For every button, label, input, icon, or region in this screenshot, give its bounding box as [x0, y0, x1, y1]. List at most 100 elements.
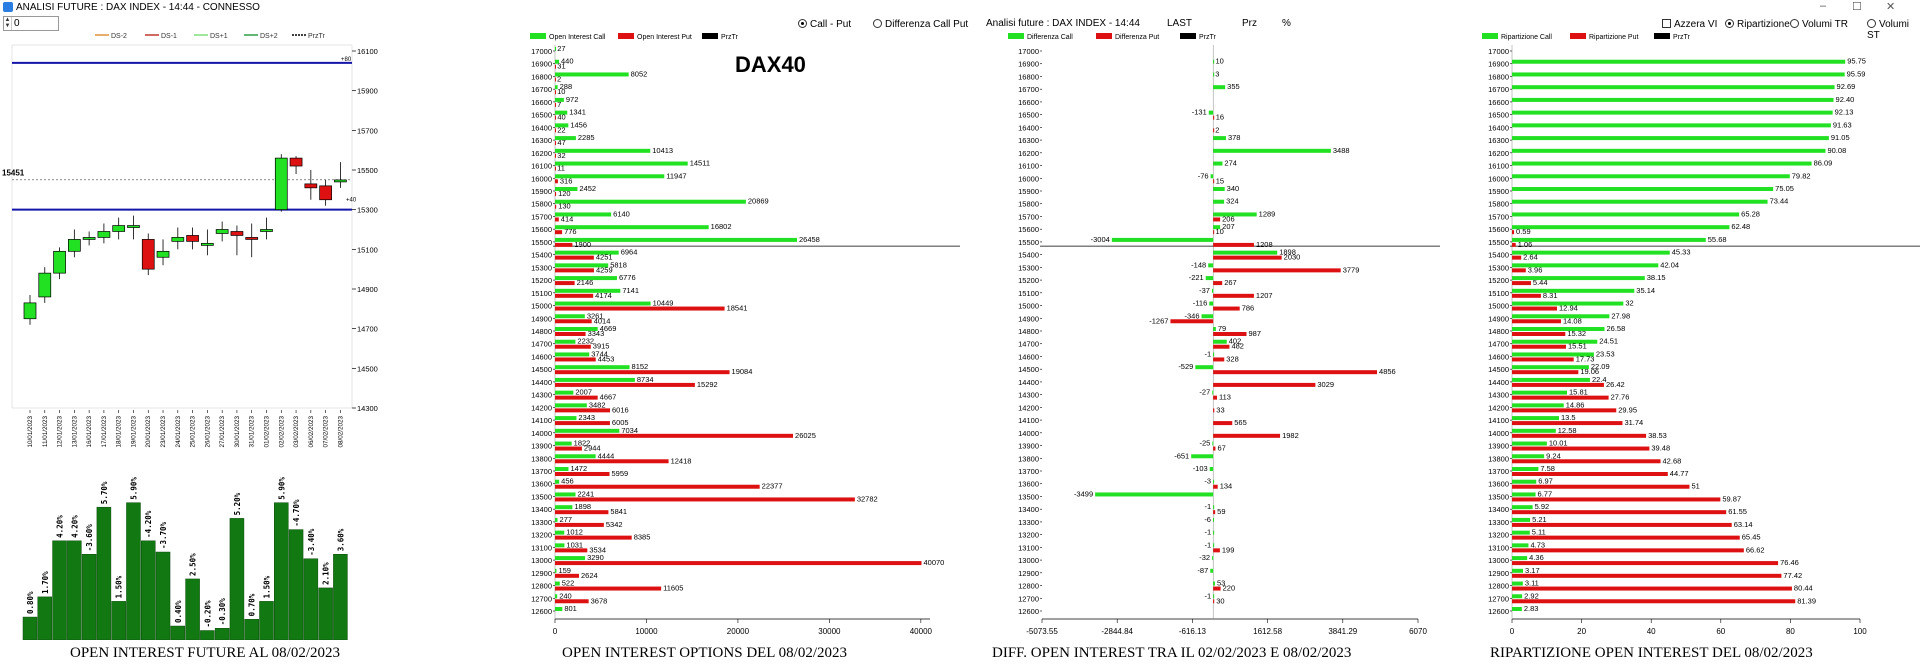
bar-label: 2232 [577, 337, 594, 346]
candle-body [97, 231, 111, 238]
bar-put [555, 115, 556, 120]
strike-label: 13300 [1018, 518, 1039, 527]
bar-call [555, 530, 565, 535]
radio-volumi-tr[interactable]: Volumi TR [1790, 19, 1848, 30]
oi-bar-label: -4.20% [144, 510, 153, 538]
bar-call [555, 161, 688, 166]
bar-call [555, 428, 620, 433]
bar-label: 972 [566, 95, 579, 104]
strike-label: 13100 [1488, 543, 1509, 552]
candle-body [112, 225, 126, 232]
radio-volumi-st[interactable]: Volumi ST [1867, 19, 1920, 41]
bar-call [555, 174, 665, 179]
strike-label: 13500 [531, 492, 552, 501]
maximize-button[interactable]: ☐ [1852, 1, 1862, 13]
bar-label: 4259 [596, 265, 613, 274]
minimize-button[interactable]: – [1820, 0, 1827, 12]
bar-label: 23.53 [1596, 349, 1615, 358]
strike-label: 16700 [1488, 85, 1509, 94]
bar-put [1512, 510, 1727, 515]
oi-bar-label: -3.60% [85, 524, 94, 552]
oi-bar [274, 502, 289, 640]
strike-label: 15800 [531, 200, 552, 209]
bar-call [1512, 301, 1624, 306]
bar-label: -37 [1199, 286, 1210, 295]
radio-diff-call-put[interactable]: Differenza Call Put [873, 19, 968, 30]
close-button[interactable]: ✕ [1886, 1, 1896, 13]
legend-label: PrzTr [1199, 34, 1217, 41]
strike-label: 16600 [531, 98, 552, 107]
bar-put [1213, 370, 1378, 375]
bar-call [1512, 110, 1833, 115]
bar-label: 1898 [574, 502, 591, 511]
date-label: 17/01/2023 [101, 416, 108, 448]
strike-label: 15900 [1488, 187, 1509, 196]
bar-label: -3004 [1091, 235, 1110, 244]
bar-put [1213, 484, 1218, 489]
bar-label: 22377 [762, 482, 783, 491]
bar-call [1512, 479, 1537, 484]
bar-label: 7.58 [1540, 464, 1555, 473]
bar-put [555, 561, 922, 566]
bar-call [1213, 212, 1257, 217]
bar-put [555, 382, 695, 387]
bar-put [1213, 421, 1233, 426]
strike-label: 14600 [1018, 352, 1039, 361]
bar-label: 1208 [1256, 240, 1273, 249]
bar-label: 199 [1222, 545, 1235, 554]
strike-label: 12900 [531, 569, 552, 578]
oi-bar-label: 1.70% [41, 571, 50, 594]
oi-bar [126, 502, 141, 640]
date-label: 19/01/2023 [130, 416, 137, 448]
strike-label: 16400 [1488, 123, 1509, 132]
bar-label: -6 [1204, 515, 1211, 524]
oi-bar [52, 540, 67, 640]
date-label: 16/01/2023 [86, 416, 93, 448]
bar-label: 95.75 [1847, 57, 1866, 66]
bar-put [1512, 395, 1609, 400]
radio-ripartizione[interactable]: Ripartizione [1725, 19, 1790, 30]
bar-label: 277 [560, 515, 573, 524]
azzera-label: Azzera VI [1674, 19, 1718, 30]
bar-label: 274 [1224, 159, 1237, 168]
bar-put [1213, 446, 1216, 451]
bar-label: 15292 [697, 380, 718, 389]
strike-label: 15000 [1018, 302, 1039, 311]
bar-label: 92.13 [1835, 108, 1854, 117]
bar-put [1213, 128, 1215, 133]
bar-label: 7034 [621, 426, 638, 435]
oi-bar-label: 0.70% [248, 593, 257, 616]
bar-call [1212, 517, 1214, 522]
y-tick-label: 14700 [357, 325, 378, 334]
x-tick-label: 0 [1510, 627, 1515, 636]
options-caption: OPEN INTEREST OPTIONS DEL 08/02/2023 [562, 645, 847, 661]
oi-bar-label: 2.10% [322, 562, 331, 585]
bar-call [555, 594, 558, 599]
bar-call [555, 479, 560, 484]
radio-tr-label: Volumi TR [1802, 19, 1848, 30]
radio-rip-label: Ripartizione [1737, 19, 1790, 30]
strike-label: 16500 [1488, 111, 1509, 120]
bar-call [1213, 339, 1227, 344]
oi-bar [288, 529, 304, 640]
bar-label: -131 [1192, 108, 1207, 117]
bar-put [1512, 344, 1566, 349]
strike-label: 15000 [1488, 302, 1509, 311]
azzera-checkbox[interactable]: Azzera VI [1662, 19, 1717, 30]
radio-call-put[interactable]: Call - Put [798, 19, 851, 30]
strike-label: 16800 [1018, 72, 1039, 81]
oi-bar [185, 578, 200, 640]
bar-label: 2 [1215, 125, 1219, 134]
bar-call [1512, 276, 1645, 281]
x-tick-label: -2844.84 [1101, 627, 1133, 636]
strike-label: 15100 [1488, 289, 1509, 298]
spinner-arrows-icon[interactable]: ▲ ▼ [4, 17, 12, 30]
bar-label: 1207 [1256, 291, 1273, 300]
date-label: 11/01/2023 [42, 416, 49, 448]
radio-diff-label: Differenza Call Put [885, 19, 969, 30]
bar-label: 267 [1224, 278, 1237, 287]
bar-call [1512, 568, 1524, 573]
bar-put [555, 319, 592, 324]
offset-spinner[interactable]: ▲ ▼ 0 [3, 16, 59, 31]
bar-label: 14.08 [1563, 316, 1582, 325]
